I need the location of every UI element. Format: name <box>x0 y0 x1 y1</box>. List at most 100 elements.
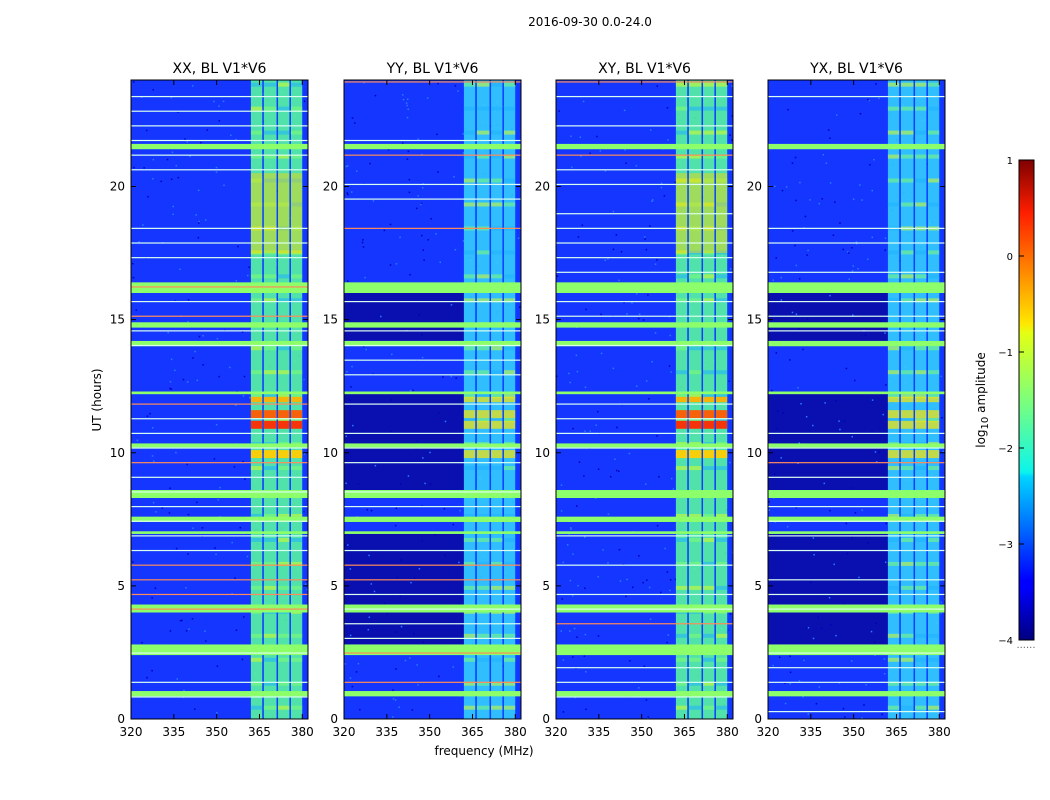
bright-event <box>688 410 702 419</box>
x-tick-label: 350 <box>418 725 441 739</box>
rfi-line <box>768 447 945 449</box>
rfi-line <box>344 623 521 625</box>
rfi-band <box>556 691 733 697</box>
bright-event <box>675 410 688 419</box>
bright-event <box>250 396 263 403</box>
bright-event <box>263 420 277 429</box>
rfi-band <box>131 531 308 534</box>
rfi-band <box>131 340 308 347</box>
rfi-band <box>556 490 733 499</box>
x-tick-label: 335 <box>799 725 822 739</box>
rfi-line <box>131 593 308 596</box>
rfi-line <box>768 711 945 713</box>
x-tick-label: 380 <box>716 725 739 739</box>
rfi-line <box>556 696 733 698</box>
panel-title: XY, BL V1*V6 <box>598 61 691 77</box>
rfi-line <box>344 652 521 654</box>
rfi-line <box>768 608 945 610</box>
rfi-band <box>556 340 733 347</box>
bright-event <box>491 410 503 419</box>
rfi-band <box>556 282 733 293</box>
y-tick-label: 5 <box>754 579 762 593</box>
rfi-line <box>556 227 733 229</box>
rfi-band <box>344 443 521 448</box>
rfi-line <box>768 271 945 273</box>
y-tick-label: 0 <box>330 712 338 726</box>
quiet-region <box>768 391 888 491</box>
rfi-band <box>131 691 308 697</box>
rfi-line <box>344 139 521 142</box>
rfi-band <box>344 143 521 150</box>
x-axis-label: frequency (MHz) <box>434 744 533 758</box>
y-tick-label: 20 <box>747 180 762 194</box>
colorbar-label-text: log <box>974 429 988 447</box>
rfi-line <box>131 447 308 449</box>
rfi-line <box>556 213 733 215</box>
panel-frame <box>343 79 522 720</box>
quiet-region <box>344 293 464 341</box>
rfi-band <box>556 391 733 395</box>
quiet-region <box>344 391 464 491</box>
rfi-line <box>556 169 733 171</box>
rfi-band <box>556 143 733 150</box>
rfi-band <box>556 443 733 448</box>
rfi-line <box>131 608 308 610</box>
rfi-band <box>131 490 308 499</box>
y-tick-label: 10 <box>110 446 125 460</box>
rfi-line <box>556 593 733 596</box>
x-tick-label: 350 <box>842 725 865 739</box>
rfi-band <box>768 691 945 697</box>
y-tick-label: 15 <box>535 313 550 327</box>
bright-event <box>703 450 715 459</box>
rfi-line <box>556 300 733 303</box>
rfi-line <box>131 125 308 127</box>
rfi-line <box>344 506 521 508</box>
rfi-band <box>131 443 308 448</box>
x-tick-label: 320 <box>545 725 568 739</box>
x-tick-label: 350 <box>205 725 228 739</box>
bright-event <box>463 396 476 403</box>
rfi-line <box>556 315 733 317</box>
rfi-line <box>131 432 308 434</box>
bright-event <box>900 420 914 429</box>
bright-event <box>703 420 715 429</box>
y-tick-label: 10 <box>323 446 338 460</box>
bright-event <box>290 396 303 403</box>
rfi-line <box>556 447 733 449</box>
bright-event <box>915 410 927 419</box>
rfi-line <box>344 564 521 566</box>
panel-title: YX, BL V1*V6 <box>809 61 903 77</box>
rfi-band <box>768 443 945 448</box>
bright-event <box>715 396 728 403</box>
rfi-band <box>344 644 521 656</box>
rfi-line <box>556 608 733 610</box>
rfi-line <box>131 520 308 522</box>
rfi-line <box>131 549 308 552</box>
rfi-line <box>131 227 308 229</box>
rfi-line <box>768 579 945 581</box>
figure-title: 2016-09-30 0.0-24.0 <box>528 15 652 29</box>
rfi-line <box>344 593 521 596</box>
y-tick-label: 10 <box>747 446 762 460</box>
rfi-line <box>344 330 521 332</box>
rfi-line <box>131 491 308 493</box>
x-tick-label: 335 <box>587 725 610 739</box>
rfi-band <box>344 282 521 293</box>
bright-event <box>250 410 263 419</box>
rfi-band <box>344 391 521 395</box>
rfi-line <box>344 462 521 464</box>
rfi-band <box>768 531 945 534</box>
bright-event <box>927 396 940 403</box>
rfi-band <box>768 644 945 656</box>
panel-title: YY, BL V1*V6 <box>386 61 479 77</box>
rfi-line <box>131 579 308 581</box>
rfi-line <box>556 271 733 273</box>
rfi-line <box>768 520 945 522</box>
rfi-line <box>131 418 308 420</box>
rfi-band <box>768 490 945 499</box>
rfi-line <box>131 476 308 478</box>
rfi-band <box>131 143 308 150</box>
bright-event <box>278 410 290 419</box>
rfi-band <box>768 282 945 293</box>
